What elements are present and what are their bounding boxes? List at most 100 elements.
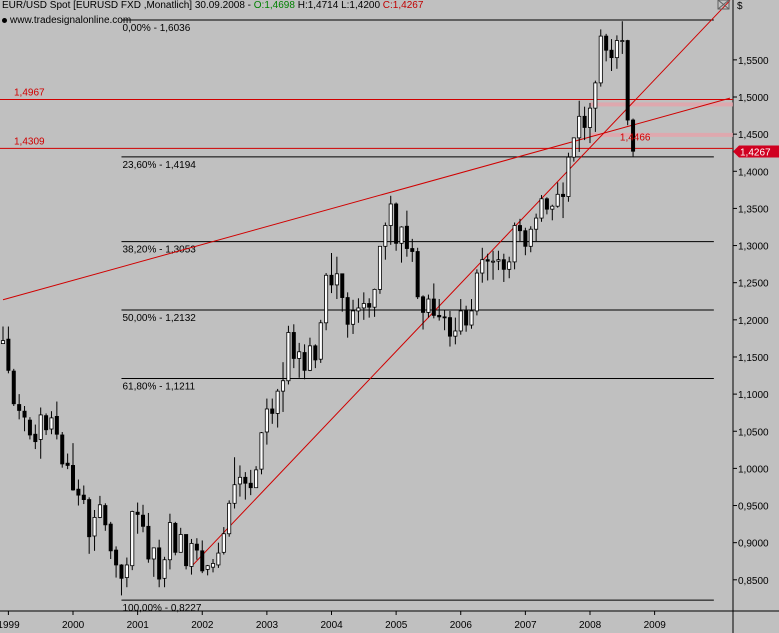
candle	[631, 118, 636, 157]
candle	[324, 273, 329, 331]
candle	[146, 512, 151, 563]
candle-body	[426, 298, 431, 313]
candle-body	[609, 49, 614, 59]
candle	[587, 102, 592, 144]
candle	[291, 324, 296, 369]
candle-body	[458, 310, 463, 332]
candle	[264, 398, 269, 445]
candle	[81, 485, 86, 505]
candle	[302, 344, 307, 380]
close-value: C:1,4267	[382, 0, 424, 11]
candle-body	[173, 522, 178, 553]
candle	[415, 247, 420, 300]
candle	[361, 292, 366, 320]
fib-level-label: 61,80% - 1,1211	[122, 381, 195, 392]
resistance-label: 1,4309	[14, 136, 45, 147]
candle	[200, 540, 205, 574]
candle-body	[275, 390, 280, 414]
candle	[49, 411, 54, 435]
candle	[17, 394, 22, 420]
candle	[356, 298, 361, 323]
candle	[421, 295, 426, 330]
candle-body	[372, 288, 377, 308]
candle-body	[410, 248, 415, 252]
y-tick-label: 1,1000	[738, 390, 769, 401]
candle-body	[415, 251, 420, 298]
y-tick-label: 0,9000	[738, 539, 769, 550]
candle	[534, 213, 539, 242]
chart-header: EUR/USD Spot [EURUSD FXD ,Monatlich] 30.…	[2, 0, 424, 11]
candle	[620, 21, 625, 54]
candle-body	[469, 310, 474, 326]
source-url: www.tradesignalonline.com	[10, 15, 132, 26]
candle	[539, 195, 544, 222]
candle-body	[561, 193, 566, 197]
candle	[447, 310, 452, 347]
candle-body	[178, 534, 183, 553]
candle-body	[227, 502, 232, 535]
candle-body	[517, 225, 522, 232]
candle	[157, 539, 162, 588]
candle-body	[614, 40, 619, 59]
candle	[399, 226, 404, 263]
candle-body	[523, 230, 528, 247]
candle	[87, 497, 92, 554]
fib-level-label: 0,00% - 1,6036	[122, 23, 190, 34]
candle-body	[631, 119, 636, 152]
candle-body	[324, 274, 329, 324]
candle-body	[54, 415, 59, 435]
y-tick-label: 1,3000	[738, 242, 769, 253]
candle	[340, 273, 345, 312]
candle-body	[281, 380, 286, 392]
candle	[593, 80, 598, 132]
candle-body	[205, 565, 210, 570]
candle-body	[108, 523, 113, 552]
y-tick-label: 1,0000	[738, 464, 769, 475]
fib-level-label: 100,00% - 0,8227	[122, 603, 201, 614]
candle	[275, 388, 280, 428]
candle-body	[555, 193, 560, 207]
candle-body	[157, 547, 162, 580]
candle	[281, 362, 286, 412]
y-tick-label: 1,0500	[738, 427, 769, 438]
candle	[410, 238, 415, 262]
candle	[44, 413, 49, 435]
high-low-value: H:1,4714 L:1,4200	[297, 0, 381, 11]
candle-body	[167, 522, 172, 561]
candle-body	[485, 259, 490, 262]
candle-body	[474, 272, 479, 312]
candle-body	[566, 156, 571, 197]
x-tick-label: 1999	[0, 620, 20, 631]
candle	[216, 542, 221, 568]
candle-body	[507, 261, 512, 270]
candle-body	[17, 404, 22, 411]
candle-body	[302, 352, 307, 371]
candle	[394, 202, 399, 251]
candle-body	[65, 462, 70, 466]
candle-body	[87, 499, 92, 538]
candle-body	[388, 203, 393, 226]
candle-body	[248, 482, 253, 489]
candle	[297, 342, 302, 378]
candle	[404, 210, 409, 257]
x-tick-label: 2001	[127, 620, 150, 631]
candle-body	[491, 260, 496, 263]
candle-body	[447, 317, 452, 337]
candle	[103, 503, 108, 531]
candle-body	[216, 552, 221, 566]
candle-body	[194, 543, 199, 551]
candle	[130, 510, 135, 571]
candle-body	[318, 322, 323, 360]
candle-body	[383, 225, 388, 247]
candle-body	[141, 514, 146, 527]
shaded-band-0	[589, 102, 733, 107]
candle-body	[114, 549, 119, 566]
candle-body	[544, 198, 549, 210]
candle	[167, 513, 172, 570]
candle	[307, 337, 312, 372]
candle-body	[237, 476, 242, 485]
candle	[227, 500, 232, 537]
y-tick-label: 1,2500	[738, 279, 769, 290]
candle	[485, 253, 490, 281]
y-tick-label: 1,4500	[738, 130, 769, 141]
